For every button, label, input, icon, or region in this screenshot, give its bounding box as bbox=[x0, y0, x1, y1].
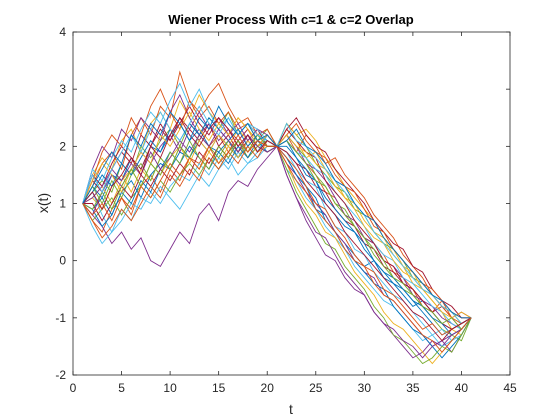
y-tick-label: -2 bbox=[55, 368, 66, 382]
x-tick-label: 40 bbox=[455, 381, 469, 395]
y-tick-label: 2 bbox=[59, 139, 66, 153]
y-tick-label: 1 bbox=[59, 197, 66, 211]
y-tick-label: 0 bbox=[59, 254, 66, 268]
series-line-30 bbox=[82, 133, 472, 353]
x-tick-label: 20 bbox=[261, 381, 275, 395]
x-tick-label: 35 bbox=[406, 381, 420, 395]
y-tick-label: 4 bbox=[59, 25, 66, 39]
y-axis-label: x(t) bbox=[35, 193, 51, 213]
y-tick-label: 3 bbox=[59, 82, 66, 96]
x-tick-label: 0 bbox=[70, 381, 77, 395]
chart-title: Wiener Process With c=1 & c=2 Overlap bbox=[168, 12, 413, 27]
x-tick-label: 25 bbox=[309, 381, 323, 395]
x-axis-label: t bbox=[289, 401, 293, 417]
x-tick-label: 15 bbox=[212, 381, 226, 395]
x-tick-label: 5 bbox=[118, 381, 125, 395]
tick-layer: 0 5 10 15 20 25 30 35 40 45 -2 -1 0 1 2 3 4 bbox=[55, 25, 517, 395]
y-tick-label: -1 bbox=[55, 311, 66, 325]
x-tick-label: 10 bbox=[163, 381, 177, 395]
x-tick-label: 45 bbox=[503, 381, 517, 395]
series-layer bbox=[82, 70, 472, 365]
x-tick-label: 30 bbox=[358, 381, 372, 395]
